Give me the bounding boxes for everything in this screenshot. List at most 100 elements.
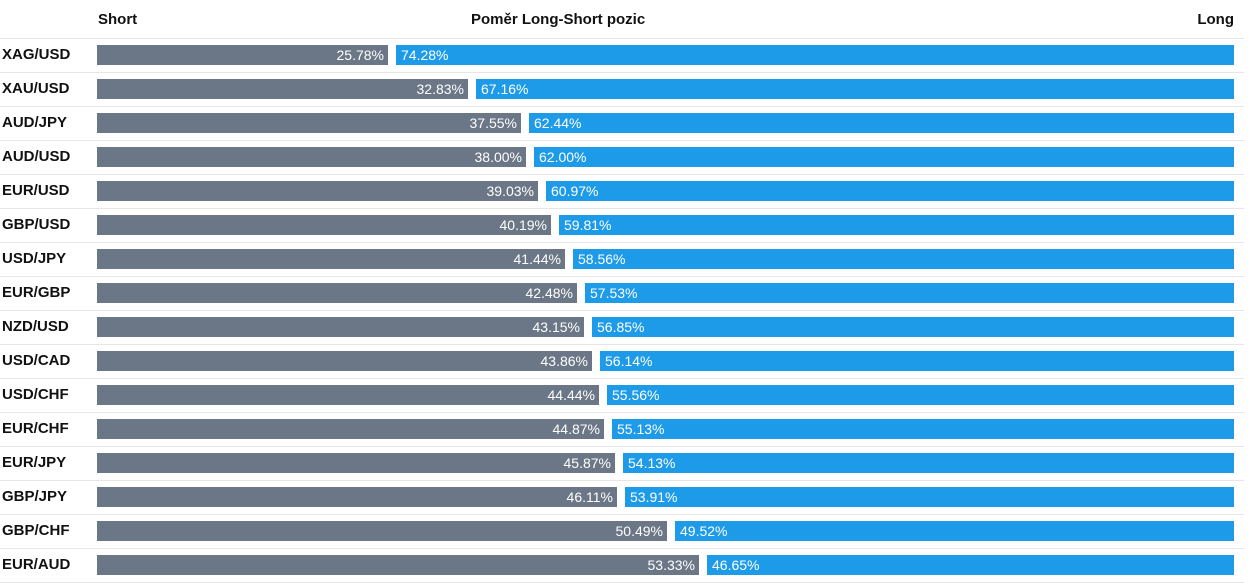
long-bar: [559, 215, 1234, 235]
long-value-label: 54.13%: [628, 455, 676, 471]
short-value-label: 44.87%: [552, 421, 600, 437]
category-label: NZD/USD: [2, 318, 69, 335]
long-bar: [573, 249, 1234, 269]
short-value-label: 45.87%: [563, 455, 611, 471]
short-value-label: 40.19%: [499, 217, 547, 233]
long-bar: [529, 113, 1234, 133]
short-bar: [97, 419, 604, 439]
short-bar: [97, 521, 667, 541]
long-bar: [675, 521, 1234, 541]
long-value-label: 67.16%: [481, 81, 529, 97]
bar-row: XAG/USD 25.78% 74.28%: [0, 38, 1244, 72]
long-bar: [600, 351, 1234, 371]
bar-row: USD/CAD 43.86% 56.14%: [0, 344, 1244, 378]
short-value-label: 50.49%: [615, 523, 663, 539]
short-bar: [97, 487, 617, 507]
category-label: XAG/USD: [2, 46, 71, 63]
long-header: Long: [1197, 11, 1234, 28]
category-label: EUR/CHF: [2, 420, 69, 437]
long-bar: [707, 555, 1234, 575]
bar-row: GBP/CHF 50.49% 49.52%: [0, 514, 1244, 548]
long-value-label: 56.14%: [605, 353, 653, 369]
short-value-label: 41.44%: [513, 251, 561, 267]
long-value-label: 60.97%: [551, 183, 599, 199]
short-bar: [97, 283, 577, 303]
category-label: GBP/CHF: [2, 522, 70, 539]
bar-row: NZD/USD 43.15% 56.85%: [0, 310, 1244, 344]
category-label: EUR/JPY: [2, 454, 67, 471]
bar-row: XAU/USD 32.83% 67.16%: [0, 72, 1244, 106]
short-bar: [97, 317, 584, 337]
short-bar: [97, 79, 468, 99]
category-label: AUD/USD: [2, 148, 71, 165]
long-value-label: 55.13%: [617, 421, 665, 437]
category-label: EUR/AUD: [2, 556, 71, 573]
long-bar: [534, 147, 1234, 167]
long-value-label: 74.28%: [401, 47, 449, 63]
long-bar: [396, 45, 1234, 65]
category-label: EUR/GBP: [2, 284, 71, 301]
long-bar: [546, 181, 1234, 201]
long-value-label: 46.65%: [712, 557, 760, 573]
short-value-label: 53.33%: [647, 557, 695, 573]
category-label: USD/CHF: [2, 386, 69, 403]
short-value-label: 25.78%: [336, 47, 384, 63]
short-bar: [97, 555, 699, 575]
long-value-label: 58.56%: [578, 251, 626, 267]
bar-row: EUR/JPY 45.87% 54.13%: [0, 446, 1244, 480]
long-value-label: 53.91%: [630, 489, 678, 505]
short-bar: [97, 351, 592, 371]
bar-row: GBP/USD 40.19% 59.81%: [0, 208, 1244, 242]
bar-row: EUR/USD 39.03% 60.97%: [0, 174, 1244, 208]
short-value-label: 46.11%: [566, 489, 613, 505]
long-bar: [476, 79, 1234, 99]
short-value-label: 38.00%: [474, 149, 522, 165]
short-bar: [97, 181, 538, 201]
short-value-label: 43.15%: [532, 319, 580, 335]
category-label: XAU/USD: [2, 80, 70, 97]
category-label: AUD/JPY: [2, 114, 68, 131]
category-label: EUR/USD: [2, 182, 70, 199]
bar-row: AUD/JPY 37.55% 62.44%: [0, 106, 1244, 140]
long-value-label: 49.52%: [680, 523, 728, 539]
long-value-label: 55.56%: [612, 387, 660, 403]
long-value-label: 59.81%: [564, 217, 612, 233]
short-value-label: 39.03%: [486, 183, 534, 199]
bottom-divider: [0, 582, 1244, 583]
long-bar: [612, 419, 1234, 439]
long-value-label: 56.85%: [597, 319, 645, 335]
bar-row: EUR/GBP 42.48% 57.53%: [0, 276, 1244, 310]
long-bar: [625, 487, 1234, 507]
bar-row: EUR/AUD 53.33% 46.65%: [0, 548, 1244, 582]
bar-row: USD/JPY 41.44% 58.56%: [0, 242, 1244, 276]
category-label: USD/CAD: [2, 352, 71, 369]
long-value-label: 62.00%: [539, 149, 587, 165]
bar-row: USD/CHF 44.44% 55.56%: [0, 378, 1244, 412]
short-bar: [97, 45, 388, 65]
long-bar: [592, 317, 1234, 337]
bar-row: EUR/CHF 44.87% 55.13%: [0, 412, 1244, 446]
category-label: USD/JPY: [2, 250, 67, 267]
short-bar: [97, 249, 565, 269]
short-bar: [97, 215, 551, 235]
short-header: Short: [98, 11, 138, 28]
short-value-label: 42.48%: [525, 285, 573, 301]
bar-row: AUD/USD 38.00% 62.00%: [0, 140, 1244, 174]
long-bar: [623, 453, 1234, 473]
long-bar: [607, 385, 1234, 405]
long-bar: [585, 283, 1234, 303]
short-value-label: 32.83%: [416, 81, 464, 97]
chart-title: Poměr Long-Short pozic: [471, 11, 646, 28]
long-value-label: 57.53%: [590, 285, 638, 301]
category-label: GBP/JPY: [2, 488, 68, 505]
short-value-label: 37.55%: [469, 115, 517, 131]
long-value-label: 62.44%: [534, 115, 582, 131]
short-bar: [97, 147, 526, 167]
short-bar: [97, 385, 599, 405]
category-label: GBP/USD: [2, 216, 71, 233]
short-value-label: 44.44%: [547, 387, 595, 403]
short-value-label: 43.86%: [540, 353, 588, 369]
short-bar: [97, 113, 521, 133]
short-bar: [97, 453, 615, 473]
